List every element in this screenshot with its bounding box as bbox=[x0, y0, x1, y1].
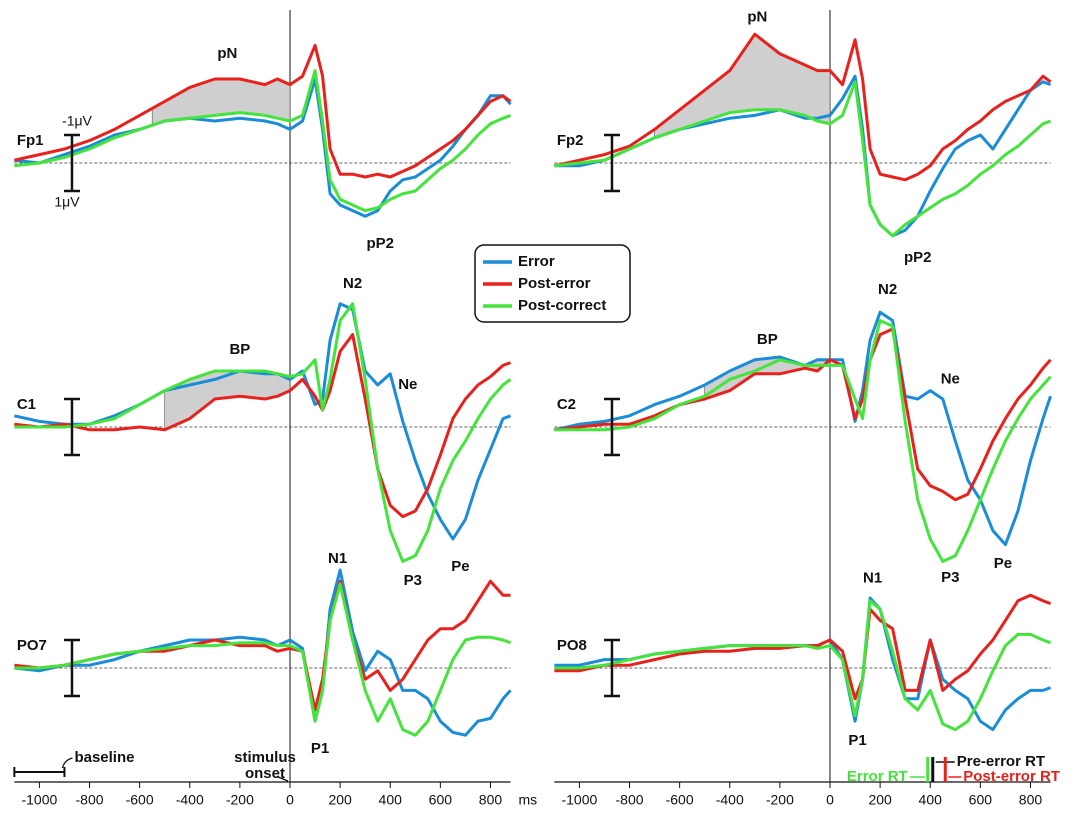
peak-label: pP2 bbox=[366, 235, 394, 252]
x-tick-label: -400 bbox=[176, 792, 204, 808]
x-tick-label: -800 bbox=[616, 792, 644, 808]
channel-label: Fp1 bbox=[17, 132, 44, 149]
peak-label: N1 bbox=[328, 550, 347, 567]
x-tick-label: -1000 bbox=[21, 792, 57, 808]
peak-label: N1 bbox=[863, 569, 882, 586]
erp-line bbox=[554, 32, 1052, 182]
onset-label: stimulus bbox=[234, 749, 296, 766]
channel-label: C2 bbox=[557, 396, 576, 413]
x-tick-label: -200 bbox=[226, 792, 254, 808]
x-tick-label: -600 bbox=[126, 792, 154, 808]
x-tick-label: 200 bbox=[328, 792, 352, 808]
rt-label: Post-error RT bbox=[963, 768, 1060, 785]
peak-label: pN bbox=[747, 8, 767, 25]
x-tick-label: -200 bbox=[766, 792, 794, 808]
x-tick-label: 400 bbox=[379, 792, 403, 808]
peak-label: pN bbox=[217, 45, 237, 62]
channel-label: C1 bbox=[17, 396, 36, 413]
channel-label: PO8 bbox=[557, 637, 587, 654]
erp-line bbox=[14, 43, 512, 179]
erp-line bbox=[14, 582, 512, 737]
peak-label: Pe bbox=[451, 558, 469, 575]
erp-line bbox=[554, 80, 1052, 238]
legend-label: Error bbox=[518, 253, 555, 270]
x-tick-label: 0 bbox=[286, 792, 294, 808]
x-tick-label: 400 bbox=[919, 792, 943, 808]
peak-label: Ne bbox=[941, 370, 960, 387]
legend-label: Post-error bbox=[518, 275, 591, 292]
channel-label: Fp2 bbox=[557, 132, 584, 149]
x-tick-label: 800 bbox=[1019, 792, 1043, 808]
peak-label: P1 bbox=[848, 732, 866, 749]
x-tick-label: 600 bbox=[429, 792, 453, 808]
scale-label: 1μV bbox=[54, 194, 80, 210]
peak-label: N2 bbox=[878, 281, 897, 298]
erp-line bbox=[554, 327, 1052, 502]
scale-label: -1μV bbox=[62, 113, 93, 129]
erp-line bbox=[14, 579, 511, 712]
shaded-area bbox=[151, 78, 291, 126]
erp-line bbox=[14, 302, 512, 563]
arrow bbox=[61, 757, 73, 769]
x-tick-label: 0 bbox=[826, 792, 834, 808]
peak-label: Ne bbox=[398, 376, 417, 393]
x-tick-label: 200 bbox=[868, 792, 892, 808]
x-tick-label: -600 bbox=[666, 792, 694, 808]
x-tick-label: -1000 bbox=[561, 792, 597, 808]
erp-line bbox=[554, 310, 1052, 547]
channel-label: PO7 bbox=[17, 637, 47, 654]
erp-line bbox=[14, 568, 512, 737]
peak-label: BP bbox=[229, 341, 250, 358]
erp-line bbox=[554, 319, 1052, 563]
peak-label: BP bbox=[757, 331, 778, 348]
erp-line bbox=[14, 69, 512, 213]
x-tick-label: 800 bbox=[479, 792, 503, 808]
arrow bbox=[277, 776, 289, 782]
legend-label: Post-correct bbox=[518, 297, 606, 314]
baseline-label: baseline bbox=[74, 749, 134, 766]
x-unit: ms bbox=[518, 792, 537, 808]
peak-label: Pe bbox=[994, 555, 1012, 572]
x-tick-label: 600 bbox=[969, 792, 993, 808]
peak-label: P3 bbox=[404, 572, 422, 589]
peak-label: N2 bbox=[343, 275, 362, 292]
peak-label: P3 bbox=[941, 569, 959, 586]
rt-label: Pre-error RT bbox=[957, 753, 1045, 770]
onset-label: onset bbox=[245, 765, 285, 782]
shaded-area bbox=[654, 33, 831, 139]
legend-box bbox=[474, 244, 631, 323]
peak-label: pP2 bbox=[904, 249, 932, 266]
erp-line bbox=[554, 599, 1052, 732]
x-tick-label: -800 bbox=[76, 792, 104, 808]
rt-label: Error RT bbox=[847, 768, 908, 785]
x-tick-label: -400 bbox=[716, 792, 744, 808]
peak-label: P1 bbox=[311, 740, 329, 757]
